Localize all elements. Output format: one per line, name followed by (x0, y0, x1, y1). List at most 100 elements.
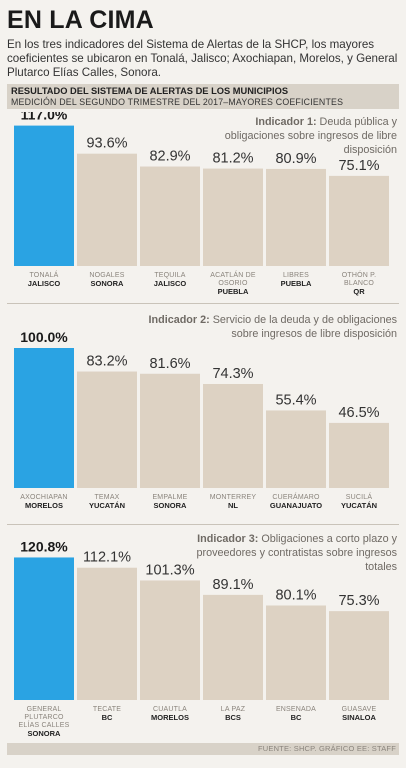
bar-1-2 (77, 153, 137, 266)
category-label-1-6-line-2: BLANCO (344, 280, 374, 287)
category-label-3-5-line-1: ENSENADA (276, 706, 316, 713)
state-label-1-2: SONORA (91, 279, 125, 288)
indicator-2-title: Indicador 2: Servicio de la deuda y de o… (147, 313, 397, 341)
footer: FUENTE: SHCP. GRÁFICO EE: STAFF (7, 743, 399, 755)
source-note: FUENTE: SHCP. GRÁFICO EE: STAFF (257, 744, 396, 753)
state-label-1-6: QR (353, 287, 365, 296)
bar-3-6 (329, 611, 389, 700)
state-label-3-5: BC (291, 713, 302, 722)
bar-2-2 (77, 371, 137, 488)
bar-3-3 (140, 580, 200, 700)
state-label-2-5: GUANAJUATO (270, 501, 322, 510)
category-label-3-6-line-1: GUASAVE (342, 706, 377, 713)
state-label-1-3: JALISCO (154, 279, 187, 288)
value-label-1-3: 82.9% (149, 149, 190, 165)
bar-1-1 (14, 125, 74, 266)
page-title: EN LA CIMA (7, 6, 154, 34)
value-label-2-2: 83.2% (86, 354, 127, 370)
indicator-3-title-rest: Obligaciones a corto plazo y proveedores… (196, 533, 397, 573)
section-header-subtitle: MEDICIÓN DEL SEGUNDO TRIMESTRE DEL 2017–… (11, 97, 344, 107)
category-label-1-1-line-1: TONALÁ (29, 270, 58, 279)
value-label-1-1: 117.0% (21, 112, 68, 123)
state-label-1-5: PUEBLA (281, 279, 312, 288)
value-label-3-4: 89.1% (212, 577, 253, 593)
category-label-2-6-line-1: SUCILÁ (346, 492, 373, 501)
value-label-1-4: 81.2% (212, 151, 253, 167)
value-label-3-3: 101.3% (145, 562, 194, 578)
category-label-1-3-line-1: TEQUILA (154, 272, 185, 279)
state-label-2-1: MORELOS (25, 501, 63, 510)
page-subtitle: En los tres indicadores del Sistema de A… (7, 38, 398, 79)
category-label-2-4-line-1: MONTERREY (210, 494, 257, 501)
state-label-3-6: SINALOA (342, 713, 376, 722)
bar-1-4 (203, 168, 263, 266)
category-label-3-1-line-1: GENERAL (27, 706, 62, 713)
value-label-1-2: 93.6% (86, 136, 127, 152)
category-label-1-2-line-1: NOGALES (89, 272, 124, 279)
bar-3-1 (14, 557, 74, 700)
bar-3-4 (203, 594, 263, 700)
value-label-1-5: 80.9% (275, 151, 316, 167)
indicator-1-title: Indicador 1: Deuda pública y obligacione… (197, 115, 397, 157)
value-label-1-6: 75.1% (338, 158, 379, 174)
bar-1-3 (140, 166, 200, 266)
value-label-3-5: 80.1% (275, 587, 316, 603)
state-label-2-3: SONORA (154, 501, 188, 510)
value-label-2-6: 46.5% (338, 405, 379, 421)
category-label-1-4-line-1: ACATLÁN DE (210, 270, 256, 279)
bar-2-6 (329, 422, 389, 488)
category-label-3-1-line-3: ELÍAS CALLES (18, 720, 69, 729)
category-label-1-4-line-2: OSORIO (218, 280, 248, 287)
indicator-2-title-bold: Indicador 2: (148, 314, 210, 326)
bar-2-5 (266, 410, 326, 488)
value-label-2-1: 100.0% (20, 329, 68, 345)
category-label-3-1-line-2: PLUTARCO (24, 714, 64, 721)
category-label-2-5-line-1: CUERÁMARO (272, 492, 320, 501)
value-label-3-2: 112.1% (83, 550, 131, 566)
category-label-1-6-line-1: OTHÓN P. (342, 270, 377, 279)
value-label-3-1: 120.8% (20, 538, 68, 554)
category-label-3-4-line-1: LA PAZ (221, 706, 246, 713)
section-header: RESULTADO DEL SISTEMA DE ALERTAS DE LOS … (7, 84, 399, 109)
state-label-1-4: PUEBLA (218, 287, 249, 296)
divider-1 (7, 303, 399, 304)
indicator-3-title-bold: Indicador 3: (197, 533, 259, 545)
indicator-1-chart: 117.0%TONALÁJALISCO93.6%NOGALESSONORA82.… (14, 112, 389, 296)
state-label-3-3: MORELOS (151, 713, 189, 722)
state-label-2-4: NL (228, 501, 238, 510)
bar-3-5 (266, 605, 326, 700)
indicator-1-title-bold: Indicador 1: (255, 116, 317, 128)
state-label-3-4: BCS (225, 713, 241, 722)
value-label-3-6: 75.3% (338, 593, 379, 609)
indicator-1-title-rest: Deuda pública y obligaciones sobre ingre… (224, 116, 397, 156)
bar-3-2 (77, 567, 137, 700)
state-label-3-2: BC (102, 713, 113, 722)
indicator-2-chart: 100.0%AXOCHIAPANMORELOS83.2%TEMAXYUCATÁN… (14, 329, 389, 510)
indicator-2-title-rest: Servicio de la deuda y de obligaciones s… (209, 314, 397, 340)
category-label-2-1-line-1: AXOCHIAPAN (20, 494, 67, 501)
category-label-3-2-line-1: TECATE (93, 706, 121, 713)
state-label-2-2: YUCATÁN (89, 501, 125, 510)
category-label-1-5-line-1: LIBRES (283, 272, 309, 279)
value-label-2-4: 74.3% (212, 366, 253, 382)
category-label-2-2-line-1: TEMAX (94, 494, 119, 501)
indicator-2-panel: Indicador 2: Servicio de la deuda y de o… (7, 310, 399, 520)
state-label-2-6: YUCATÁN (341, 501, 377, 510)
state-label-1-1: JALISCO (28, 279, 61, 288)
indicator-1-panel: Indicador 1: Deuda pública y obligacione… (7, 112, 399, 300)
value-label-2-5: 55.4% (275, 392, 316, 408)
state-label-3-1: SONORA (28, 729, 62, 738)
indicator-3-title: Indicador 3: Obligaciones a corto plazo … (182, 532, 397, 574)
category-label-2-3-line-1: EMPALME (152, 494, 187, 501)
bar-1-6 (329, 175, 389, 266)
bar-1-5 (266, 168, 326, 266)
value-label-2-3: 81.6% (149, 356, 190, 372)
bar-2-3 (140, 373, 200, 488)
category-label-3-3-line-1: CUAUTLA (153, 706, 187, 713)
section-header-title: RESULTADO DEL SISTEMA DE ALERTAS DE LOS … (11, 86, 289, 96)
bar-2-1 (14, 348, 74, 488)
indicator-3-panel: Indicador 3: Obligaciones a corto plazo … (7, 530, 399, 742)
bar-2-4 (203, 383, 263, 488)
divider-2 (7, 524, 399, 525)
